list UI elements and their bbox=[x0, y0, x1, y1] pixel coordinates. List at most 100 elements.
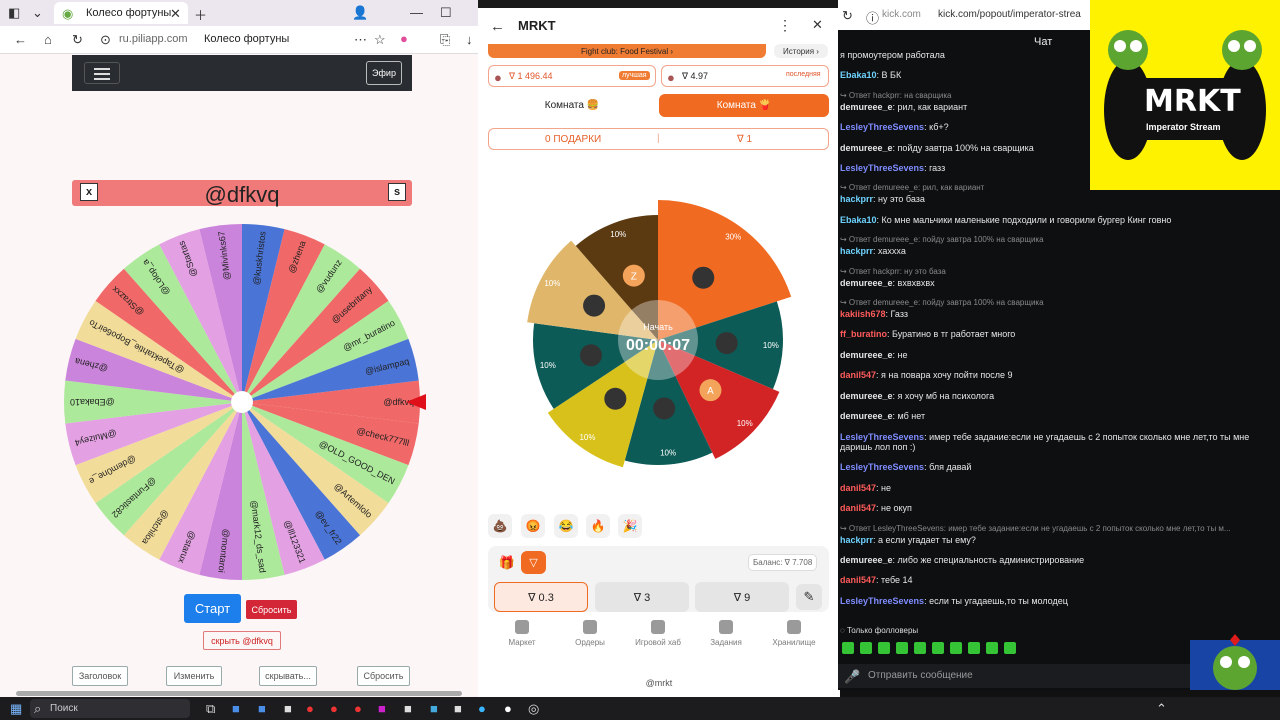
browser-icon[interactable]: ● bbox=[306, 701, 314, 716]
app-icon[interactable]: ■ bbox=[404, 701, 412, 716]
taskbar-search[interactable]: ⌕ Поиск bbox=[30, 699, 190, 718]
emote-icon[interactable] bbox=[968, 642, 980, 654]
bet-option[interactable]: ∇ 0.3 bbox=[494, 582, 588, 612]
back-icon[interactable]: ← bbox=[14, 32, 27, 47]
nav-storage[interactable]: Хранилище bbox=[759, 612, 829, 647]
emoji-reaction[interactable]: 😂 bbox=[554, 514, 578, 538]
emoji-reaction[interactable]: 🎉 bbox=[618, 514, 642, 538]
app-icon[interactable]: ● bbox=[330, 701, 338, 716]
emote-icon[interactable] bbox=[1004, 642, 1016, 654]
history-button[interactable]: История › bbox=[774, 44, 828, 58]
chat-username[interactable]: LesleyThreeSevens bbox=[840, 163, 925, 174]
emote-icon[interactable] bbox=[950, 642, 962, 654]
fortune-wheel[interactable]: @dfkvq@check777lll@OLD_GOOD_DEN@Artemlol… bbox=[62, 222, 422, 582]
chat-username[interactable]: hackprr bbox=[840, 194, 874, 205]
chat-username[interactable]: danil547 bbox=[840, 482, 877, 493]
header-button[interactable]: Заголовок bbox=[72, 666, 128, 686]
nav-tasks[interactable]: Задания bbox=[691, 612, 761, 647]
chat-username[interactable]: demureee_e bbox=[840, 277, 893, 288]
emoji-reaction[interactable]: 💩 bbox=[488, 514, 512, 538]
chat-username[interactable]: demureee_e bbox=[840, 390, 893, 401]
app-icon[interactable]: ■ bbox=[378, 701, 386, 716]
nav-market[interactable]: Маркет bbox=[487, 612, 557, 647]
maximize-icon[interactable]: ☐ bbox=[440, 5, 452, 20]
reset-all-button[interactable]: Сбросить bbox=[357, 666, 410, 686]
roulette-center[interactable] bbox=[618, 300, 698, 380]
chat-username[interactable]: LesleyThreeSevens bbox=[840, 122, 925, 133]
chat-username[interactable]: LesleyThreeSevens bbox=[840, 595, 925, 606]
tray-icon[interactable]: ⌃ bbox=[1156, 701, 1167, 716]
chat-username[interactable]: danil547 bbox=[840, 370, 877, 381]
nav-game-hub[interactable]: Игровой хаб bbox=[623, 612, 693, 647]
chat-username[interactable]: danil547 bbox=[840, 575, 877, 586]
extension-icon[interactable]: ● bbox=[400, 31, 408, 46]
nav-orders[interactable]: Ордеры bbox=[555, 612, 625, 647]
share-icon[interactable]: ⎘ bbox=[440, 32, 451, 47]
chat-username[interactable]: Ebaka10 bbox=[840, 70, 877, 81]
save-winner-button[interactable]: s bbox=[388, 183, 406, 201]
chat-username[interactable]: hackprr bbox=[840, 534, 874, 545]
windows-icon[interactable]: ▦ bbox=[10, 701, 23, 716]
horizontal-scrollbar[interactable] bbox=[16, 691, 462, 696]
download-icon[interactable]: ↓ bbox=[466, 32, 473, 47]
emoji-reaction[interactable]: 😡 bbox=[521, 514, 545, 538]
emote-icon[interactable] bbox=[896, 642, 908, 654]
minimize-icon[interactable]: — bbox=[410, 5, 423, 20]
app-icon[interactable]: ■ bbox=[258, 701, 266, 716]
more-icon[interactable]: ⋯ bbox=[354, 32, 367, 47]
chat-username[interactable]: ff_buratino bbox=[840, 329, 887, 340]
app-icon[interactable]: ■ bbox=[430, 701, 438, 716]
app-icon[interactable]: ● bbox=[504, 701, 512, 716]
emote-icon[interactable] bbox=[914, 642, 926, 654]
emote-icon[interactable] bbox=[932, 642, 944, 654]
edit-button[interactable]: Изменить bbox=[166, 666, 222, 686]
home-icon[interactable]: ⌂ bbox=[44, 32, 52, 47]
back-icon[interactable]: ← bbox=[490, 18, 505, 35]
event-banner[interactable]: Fight club: Food Festival › bbox=[488, 44, 766, 58]
efir-button[interactable]: Эфир bbox=[366, 61, 402, 85]
close-icon[interactable]: ✕ bbox=[812, 17, 823, 32]
reload-icon[interactable]: ↻ bbox=[842, 8, 853, 23]
chat-username[interactable]: demureee_e bbox=[840, 411, 893, 422]
chat-username[interactable]: demureee_e bbox=[840, 142, 893, 153]
emote-icon[interactable] bbox=[860, 642, 872, 654]
room-tab-1[interactable]: Комната 🍔 bbox=[488, 94, 656, 117]
chevron-down-icon[interactable]: ⌄ bbox=[32, 5, 43, 20]
reset-button[interactable]: Сбросить bbox=[246, 600, 297, 619]
chat-username[interactable]: Ebaka10 bbox=[840, 214, 877, 225]
gifts-bar[interactable]: 0 ПОДАРКИ | ∇ 1 bbox=[488, 128, 829, 150]
profile-icon[interactable]: 👤 bbox=[352, 5, 369, 20]
chat-username[interactable]: LesleyThreeSevens bbox=[840, 431, 925, 442]
chat-username[interactable]: demureee_e bbox=[840, 349, 893, 360]
bet-option[interactable]: ∇ 9 bbox=[695, 582, 789, 612]
url-host[interactable]: kick.com bbox=[882, 9, 921, 20]
chat-username[interactable]: demureee_e bbox=[840, 101, 893, 112]
hide-winner-button[interactable]: скрыть @dfkvq bbox=[203, 631, 281, 650]
chat-username[interactable]: danil547 bbox=[840, 503, 877, 514]
chat-username[interactable]: hackprr bbox=[840, 246, 874, 257]
url-text[interactable]: kick.com/popout/imperator-strea bbox=[938, 9, 1081, 20]
emote-icon[interactable] bbox=[878, 642, 890, 654]
app-icon[interactable]: ◎ bbox=[528, 701, 540, 716]
url-text[interactable]: ru.piliapp.com bbox=[119, 33, 188, 45]
mic-icon[interactable]: 🎤 bbox=[844, 669, 861, 684]
task-view-icon[interactable]: ⧉ bbox=[206, 701, 216, 716]
start-button[interactable]: Старт bbox=[184, 594, 241, 623]
emote-icon[interactable] bbox=[842, 642, 854, 654]
bookmark-icon[interactable]: ☆ bbox=[374, 32, 386, 47]
emote-icon[interactable] bbox=[986, 642, 998, 654]
reload-icon[interactable]: ↻ bbox=[72, 32, 83, 47]
close-icon[interactable]: ✕ bbox=[170, 6, 181, 21]
edit-icon[interactable]: ✎ bbox=[796, 584, 822, 610]
more-vertical-icon[interactable]: ⋮ bbox=[778, 17, 792, 33]
chat-username[interactable]: kakiish678 bbox=[840, 309, 886, 320]
gift-icon[interactable]: 🎁 bbox=[498, 555, 516, 570]
ton-icon[interactable]: ▽ bbox=[521, 551, 546, 574]
app-icon[interactable]: ■ bbox=[284, 701, 292, 716]
app-icon[interactable]: ■ bbox=[232, 701, 240, 716]
chat-username[interactable]: LesleyThreeSevens bbox=[840, 462, 925, 473]
app-icon[interactable]: ■ bbox=[454, 701, 462, 716]
bet-option[interactable]: ∇ 3 bbox=[595, 582, 689, 612]
emoji-reaction[interactable]: 🔥 bbox=[586, 514, 610, 538]
tab-wheel[interactable]: ◉ Колесо фортуны ✕ bbox=[54, 2, 188, 24]
